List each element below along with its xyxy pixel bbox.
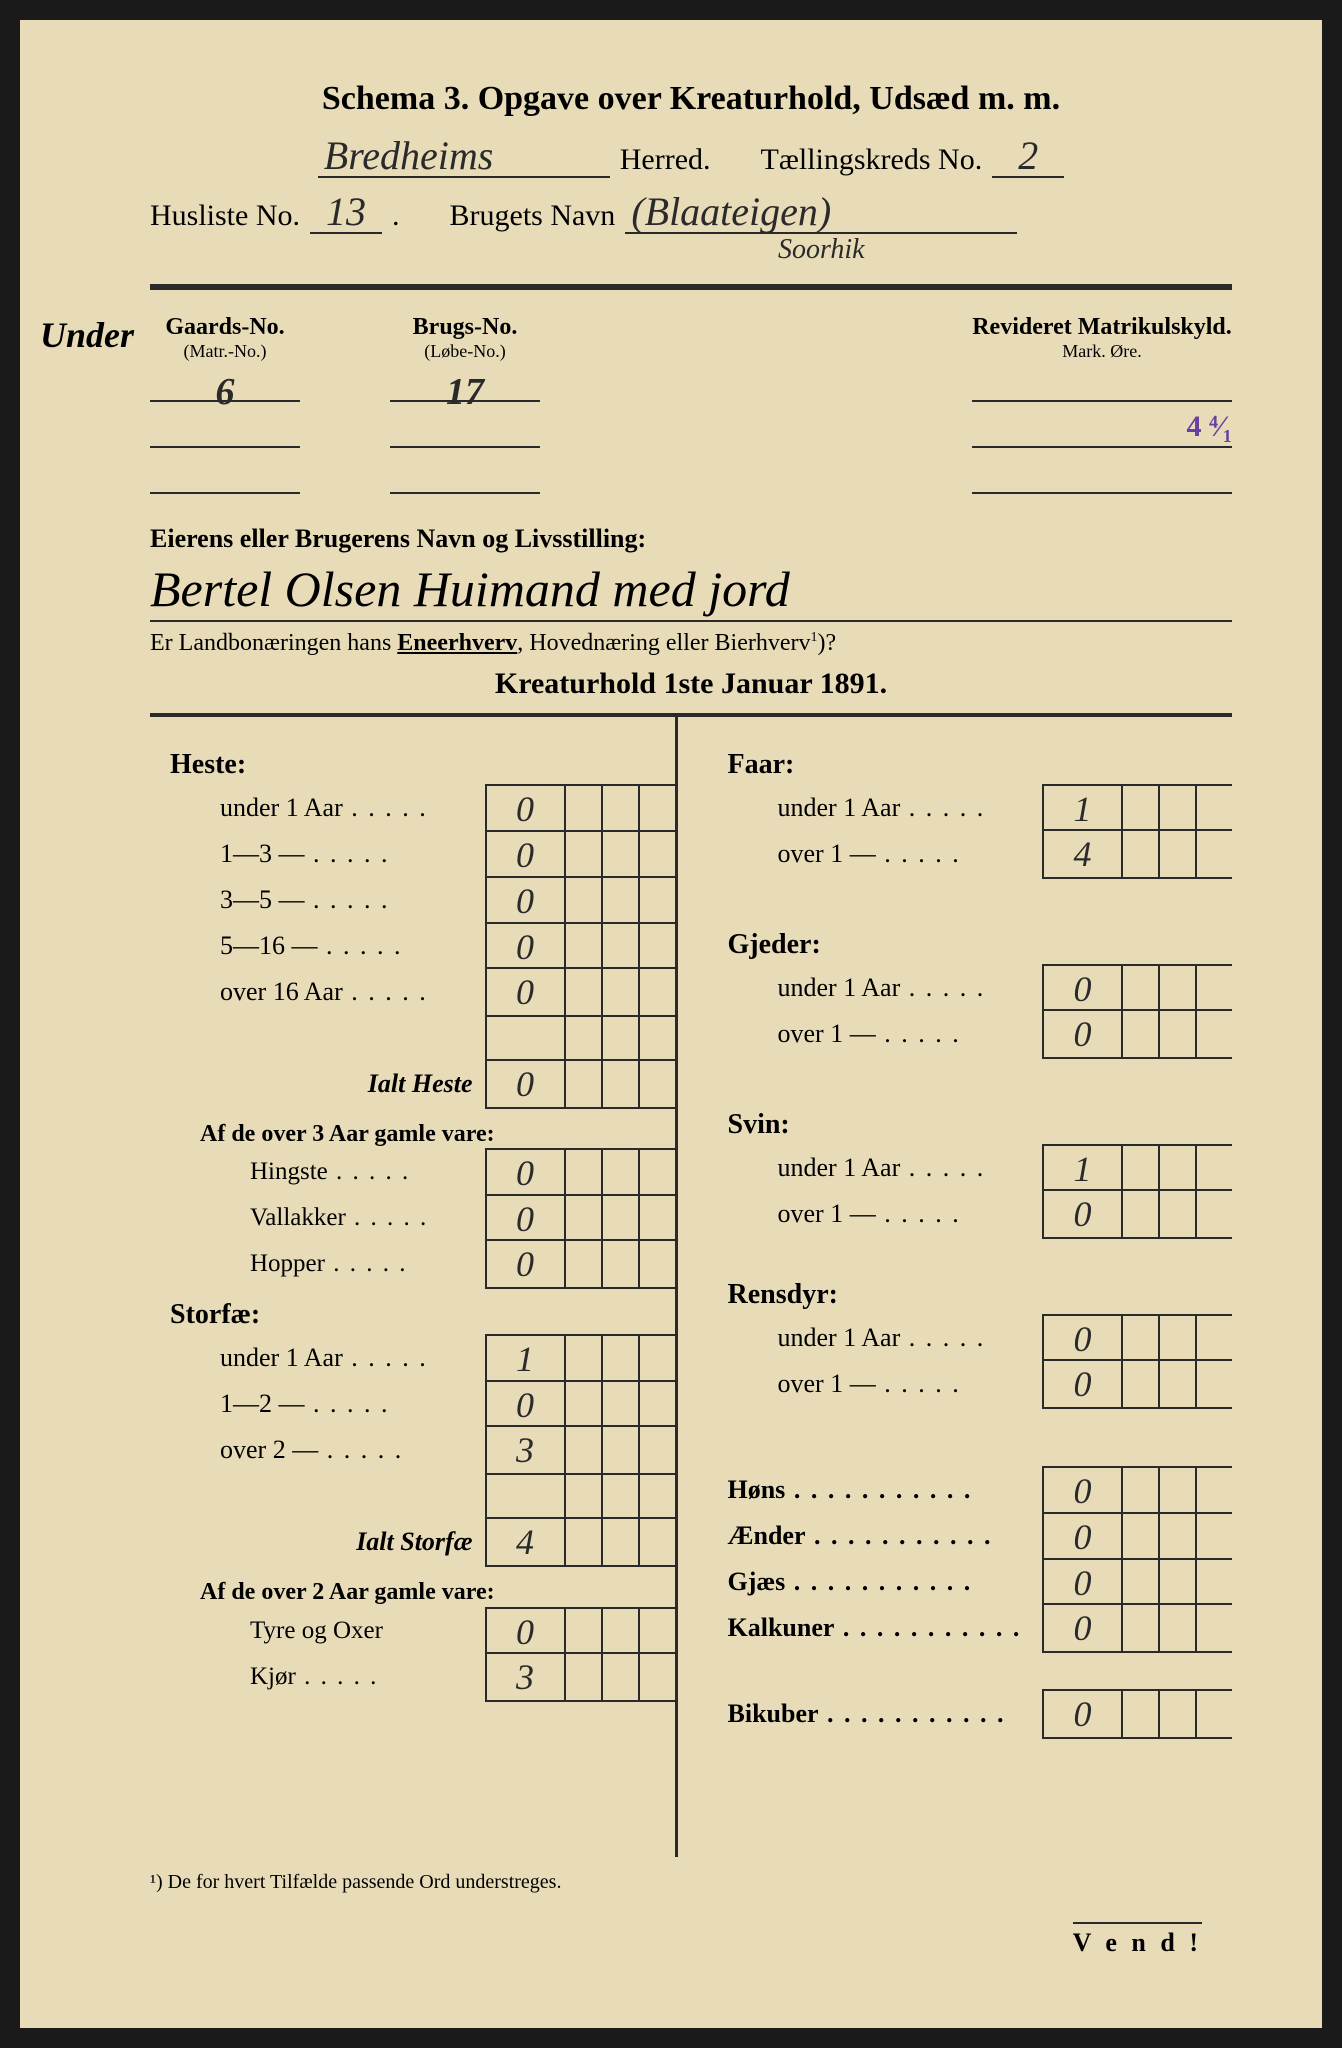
form-title: Schema 3. Opgave over Kreaturhold, Udsæd… (150, 80, 1232, 118)
storfae-sub-head: Af de over 2 Aar gamle vare: (200, 1579, 675, 1605)
gjeder-head: Gjeder: (728, 929, 1233, 961)
table-row: 1—3 —0 (150, 831, 675, 877)
herred-value: Bredheims (318, 136, 610, 178)
table-row: 1—2 —0 (150, 1381, 675, 1427)
erhverv-underlined: Eneerhverv (397, 630, 517, 656)
under-label: Under (40, 314, 134, 356)
table-row: under 1 Aar0 (150, 785, 675, 831)
table-row: Kjør3 (150, 1654, 675, 1700)
brugs-no-col: Brugs-No. (Løbe-No.) 17 (390, 314, 540, 494)
faar-head: Faar: (728, 749, 1233, 781)
gaards-no-value: 6 (216, 371, 235, 413)
table-row: Kalkuner0 (708, 1605, 1233, 1651)
table-row: under 1 Aar1 (150, 1335, 675, 1381)
gaards-no-sub: (Matr.-No.) (184, 341, 267, 362)
table-row: Hingste0 (150, 1149, 675, 1195)
header-row-2: Husliste No. 13. Brugets Navn (Blaateige… (150, 192, 1232, 266)
table-row: under 1 Aar0 (708, 965, 1233, 1011)
table-row: over 1 —0 (708, 1361, 1233, 1407)
heste-sub-head: Af de over 3 Aar gamle vare: (200, 1121, 675, 1147)
kreds-label: Tællingskreds No. (761, 143, 983, 177)
rensdyr-head: Rensdyr: (728, 1279, 1233, 1311)
table-row: Vallakker0 (150, 1195, 675, 1241)
matrikul-note: 4 ⁴⁄₁ (1187, 410, 1233, 443)
heste-total-row: Ialt Heste0 (150, 1061, 675, 1107)
matrikul-col: Revideret Matrikulskyld. Mark. Øre. 4 ⁴⁄… (972, 314, 1232, 494)
table-row: under 1 Aar0 (708, 1315, 1233, 1361)
owner-label: Eierens eller Brugerens Navn og Livsstil… (150, 524, 1232, 554)
owner-name: Bertel Olsen Huimand med jord (150, 560, 1232, 622)
erhverv-suffix: , Hovednæring eller Bierhverv (517, 630, 810, 656)
kreds-value: 2 (992, 136, 1064, 178)
husliste-label: Husliste No. (150, 199, 300, 233)
table-row: 5—16 —0 (150, 923, 675, 969)
table-row: 3—5 —0 (150, 877, 675, 923)
footnote: ¹) De for hvert Tilfælde passende Ord un… (150, 1871, 1232, 1894)
brugs-no-label: Brugs-No. (413, 314, 518, 341)
right-column: Faar: under 1 Aar1 over 1 —4 Gjeder: und… (678, 717, 1233, 1857)
erhverv-q: )? (818, 630, 837, 656)
census-form-page: Schema 3. Opgave over Kreaturhold, Udsæd… (0, 0, 1342, 2048)
svin-head: Svin: (728, 1109, 1233, 1141)
storfae-total-row: Ialt Storfæ4 (150, 1519, 675, 1565)
header-row-1: Bredheims Herred. Tællingskreds No. 2 (150, 136, 1232, 178)
bikuber-row: Bikuber0 (708, 1691, 1233, 1737)
storfae-head: Storfæ: (170, 1299, 675, 1331)
gaard-block: Under Gaards-No. (Matr.-No.) 6 Brugs-No.… (150, 314, 1232, 494)
gaards-no-label: Gaards-No. (165, 314, 284, 341)
heste-head: Heste: (170, 749, 675, 781)
brugets-value: (Blaateigen) (625, 192, 1017, 234)
table-row: Høns0 (708, 1467, 1233, 1513)
table-row: over 16 Aar0 (150, 969, 675, 1015)
livestock-table: Heste: under 1 Aar0 1—3 —0 3—5 —0 5—16 —… (150, 713, 1232, 1857)
gaards-no-col: Gaards-No. (Matr.-No.) 6 (150, 314, 300, 494)
table-row: under 1 Aar1 (708, 785, 1233, 831)
left-column: Heste: under 1 Aar0 1—3 —0 3—5 —0 5—16 —… (150, 717, 678, 1857)
rule-1 (150, 284, 1232, 290)
herred-label: Herred. (620, 143, 711, 177)
erhverv-prefix: Er Landbonæringen hans (150, 630, 397, 656)
table-row: over 1 —4 (708, 831, 1233, 877)
brugs-no-sub: (Løbe-No.) (424, 341, 505, 362)
section-title: Kreaturhold 1ste Januar 1891. (150, 667, 1232, 701)
table-row: under 1 Aar1 (708, 1145, 1233, 1191)
erhverv-line: Er Landbonæringen hans Eneerhverv, Hoved… (150, 630, 1232, 657)
table-row: over 1 —0 (708, 1191, 1233, 1237)
matrikul-label: Revideret Matrikulskyld. (972, 314, 1232, 341)
matrikul-sub: Mark. Øre. (1062, 341, 1141, 362)
husliste-value: 13 (310, 192, 382, 234)
table-row: Hopper0 (150, 1241, 675, 1287)
vend-label: V e n d ! (1073, 1922, 1202, 1958)
brugs-no-value: 17 (446, 371, 484, 413)
table-row: over 2 —3 (150, 1427, 675, 1473)
table-row: Ænder0 (708, 1513, 1233, 1559)
table-row: over 1 —0 (708, 1011, 1233, 1057)
table-row: Gjæs0 (708, 1559, 1233, 1605)
brugets-sub: Soorhik (778, 234, 865, 266)
table-row: Tyre og Oxer0 (150, 1608, 675, 1654)
brugets-label: Brugets Navn (450, 199, 616, 233)
